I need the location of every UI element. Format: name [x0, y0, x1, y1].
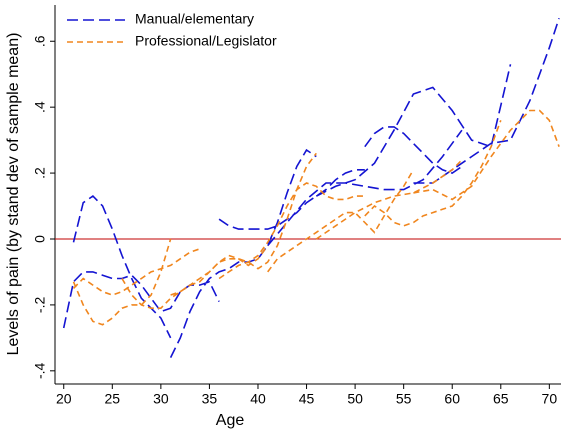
y-axis-label: Levels of pain (by stand dev of sample m… [5, 33, 22, 356]
y-tick-label: -.4 [32, 362, 48, 379]
x-tick-label: 35 [202, 391, 218, 407]
y-tick-label: .4 [32, 101, 48, 113]
x-tick-label: 45 [299, 391, 315, 407]
x-tick-label: 50 [347, 391, 363, 407]
x-tick-label: 60 [444, 391, 460, 407]
x-tick-label: 55 [396, 391, 412, 407]
legend-label: Professional/Legislator [135, 33, 277, 49]
y-tick-label: -.2 [32, 297, 48, 314]
x-tick-label: 70 [542, 391, 558, 407]
y-tick-label: 0 [32, 235, 48, 243]
x-axis-label: Age [216, 412, 245, 429]
x-tick-label: 20 [56, 391, 72, 407]
x-tick-label: 25 [105, 391, 121, 407]
y-tick-label: .2 [32, 167, 48, 179]
y-tick-label: .6 [32, 35, 48, 47]
legend-label: Manual/elementary [135, 11, 254, 27]
x-tick-label: 40 [250, 391, 266, 407]
series-line [62, 17, 560, 358]
x-tick-label: 65 [493, 391, 509, 407]
series-line [72, 109, 560, 326]
x-tick-label: 30 [153, 391, 169, 407]
